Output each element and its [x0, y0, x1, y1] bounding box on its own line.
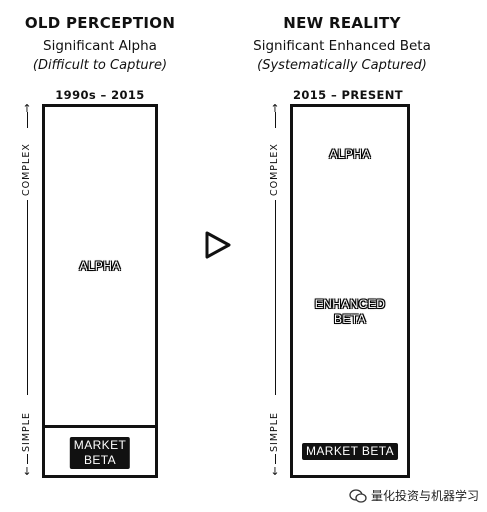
footer-text: 量化投资与机器学习 — [370, 489, 479, 503]
right-alpha-label: ALPHA — [329, 147, 371, 161]
axis-arrow-down-icon: ↓ — [22, 465, 32, 478]
footer-watermark: 量化投资与机器学习 — [349, 487, 479, 504]
axis-label-simple: SIMPLE — [269, 411, 280, 452]
transition-arrow-icon — [204, 230, 232, 260]
left-panel-title: OLD PERCEPTION — [24, 14, 176, 32]
left-stack-bar: ALPHA MARKET BETA — [42, 104, 158, 478]
left-panel-note: (Difficult to Capture) — [32, 58, 168, 73]
left-market-beta-label: MARKET BETA — [69, 437, 131, 469]
axis-line — [275, 112, 276, 128]
axis-line — [27, 112, 28, 128]
right-market-beta-label: MARKET BETA — [302, 443, 398, 460]
axis-line — [275, 454, 276, 464]
left-alpha-label: ALPHA — [79, 259, 121, 273]
left-market-beta-line1: MARKET — [73, 438, 127, 452]
axis-line — [27, 200, 28, 395]
right-panel-subtitle: Significant Enhanced Beta — [253, 38, 431, 54]
axis-label-simple: SIMPLE — [21, 411, 32, 452]
axis-label-complex: COMPLEX — [21, 143, 32, 196]
wechat-icon — [349, 488, 367, 503]
right-era-label: 2015 – PRESENT — [292, 88, 404, 102]
right-enhanced-beta-line1: ENHANCED — [314, 297, 386, 311]
right-enhanced-beta-line2: BETA — [333, 312, 367, 326]
left-era-label: 1990s – 2015 — [55, 88, 145, 102]
axis-arrow-up-icon: ↑ — [22, 102, 32, 115]
right-enhanced-beta-label: ENHANCED BETA — [293, 297, 407, 327]
axis-line — [27, 454, 28, 464]
axis-line — [275, 200, 276, 395]
left-market-beta-line2: BETA — [83, 453, 117, 467]
axis-arrow-down-icon: ↓ — [270, 465, 280, 478]
left-segment-divider — [45, 425, 155, 428]
left-panel-subtitle: Significant Alpha — [43, 38, 157, 54]
axis-label-complex: COMPLEX — [269, 143, 280, 196]
right-panel-note: (Systematically Captured) — [257, 58, 427, 73]
right-stack-bar: ALPHA ENHANCED BETA MARKET BETA — [290, 104, 410, 478]
axis-arrow-up-icon: ↑ — [270, 102, 280, 115]
right-panel-title: NEW REALITY — [283, 14, 401, 32]
